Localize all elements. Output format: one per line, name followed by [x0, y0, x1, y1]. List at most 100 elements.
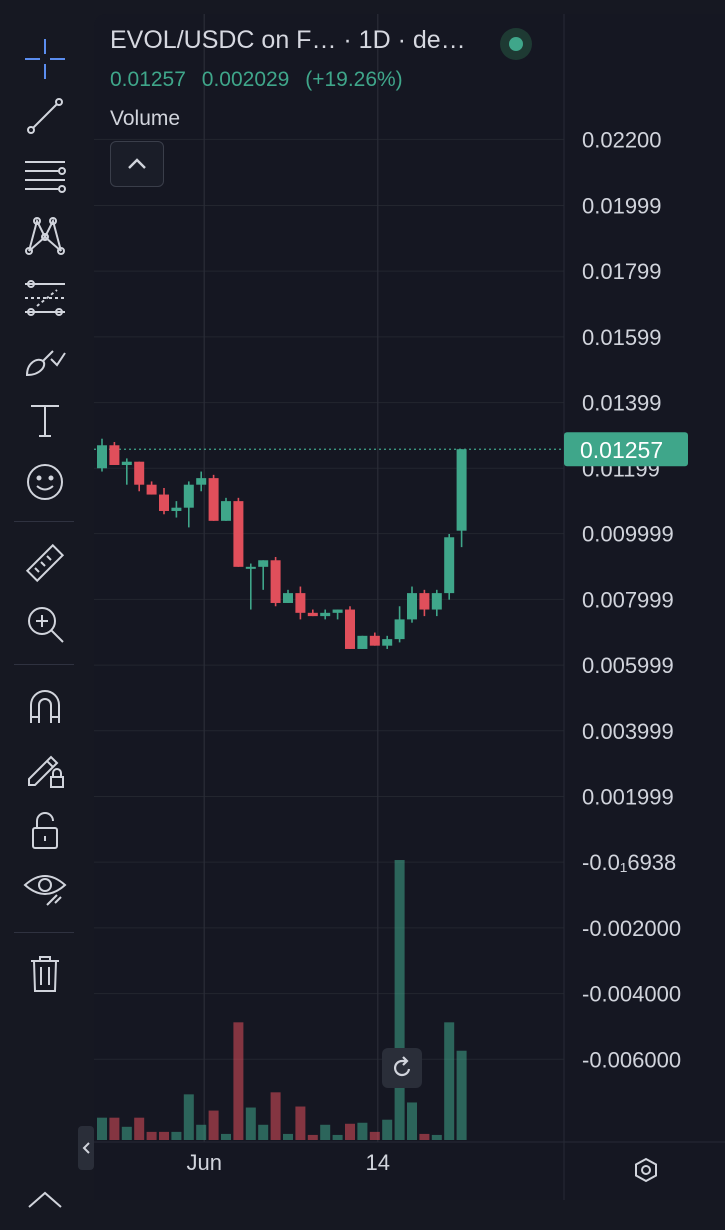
y-axis-tick-label: 0.01599	[582, 325, 662, 350]
reset-chart-button[interactable]	[382, 1048, 422, 1088]
brush-icon[interactable]	[18, 332, 72, 386]
magnet-icon[interactable]	[18, 680, 72, 734]
toolbar-separator	[14, 932, 74, 933]
y-axis-tick-label: -0.004000	[582, 982, 681, 1007]
trash-icon[interactable]	[18, 946, 72, 1000]
candle-body	[431, 593, 442, 610]
volume-bar	[134, 1117, 145, 1140]
volume-bar	[196, 1124, 207, 1140]
last-price-badge	[564, 432, 688, 467]
volume-bar	[208, 1110, 219, 1140]
volume-bar	[444, 1022, 455, 1140]
chart-settings-button[interactable]	[630, 1154, 662, 1186]
volume-bar	[245, 1107, 256, 1140]
crosshair-icon[interactable]	[18, 32, 72, 86]
lock-drawing-icon[interactable]	[18, 740, 72, 794]
emoji-icon[interactable]	[18, 455, 72, 509]
fib-retracement-icon[interactable]	[18, 149, 72, 203]
volume-bar	[221, 1133, 231, 1140]
candle-body	[307, 612, 318, 617]
price-change-percent: (+19.26%)	[305, 68, 403, 91]
candle-body	[208, 478, 219, 521]
candle-body	[159, 494, 169, 511]
candle-body	[295, 593, 306, 613]
volume-bar	[146, 1131, 157, 1140]
candle-body	[233, 501, 244, 567]
pattern-icon[interactable]	[18, 208, 72, 262]
y-axis-tick-label: 0.02200	[582, 127, 662, 152]
y-axis-tick-label: 0.01999	[582, 193, 662, 218]
symbol-title[interactable]: EVOL/USDC on F… · 1D · de…	[110, 26, 466, 54]
candle-body	[196, 478, 207, 485]
prediction-icon[interactable]	[18, 271, 72, 325]
candle-body	[407, 593, 417, 620]
price-chart[interactable]: 0.022000.019990.017990.015990.013990.011…	[94, 14, 725, 1200]
volume-bar	[382, 1119, 393, 1140]
text-icon[interactable]	[18, 393, 72, 447]
legend-collapse-button[interactable]	[110, 141, 164, 187]
y-axis-tick-label: -0.0₁6938	[582, 850, 676, 875]
candle-body	[283, 593, 293, 603]
candle-body	[382, 639, 393, 646]
candle-body	[332, 609, 343, 613]
y-axis-tick-label: 0.003999	[582, 719, 674, 744]
volume-bar	[171, 1131, 182, 1140]
volume-bar	[407, 1102, 417, 1140]
volume-bar	[183, 1094, 194, 1140]
price-change: 0.002029	[201, 68, 290, 91]
x-axis-tick-label: 14	[366, 1150, 390, 1175]
candle-body	[270, 560, 281, 603]
settings-hexagon-icon	[635, 1157, 657, 1183]
chart-panel[interactable]: 0.02200 0.01999 0.01799 0.01599 0.01399 0.011…	[94, 14, 725, 1200]
volume-bar	[320, 1124, 331, 1140]
drawing-toolbar	[0, 0, 90, 1208]
volume-bar	[431, 1134, 442, 1140]
volume-bar	[332, 1134, 343, 1140]
unlock-icon[interactable]	[18, 803, 72, 857]
zoom-in-icon[interactable]	[18, 597, 72, 651]
candle-body	[171, 507, 182, 511]
volume-bar	[159, 1131, 169, 1140]
y-axis-tick-label: -0.002000	[582, 916, 681, 941]
volume-bar	[121, 1126, 132, 1140]
volume-bar	[345, 1123, 355, 1140]
candle-body	[345, 609, 355, 649]
volume-bar	[307, 1134, 318, 1140]
candle-body	[221, 501, 231, 521]
candle-body	[109, 445, 120, 465]
candle-body	[419, 593, 430, 610]
candle-body	[121, 461, 132, 465]
chevron-left-icon	[82, 1142, 90, 1154]
x-axis-tick-label: Jun	[186, 1150, 221, 1175]
volume-bar	[258, 1124, 269, 1140]
trend-line-icon[interactable]	[18, 89, 72, 143]
ruler-icon[interactable]	[18, 537, 72, 591]
candle-body	[146, 484, 157, 495]
toolbar-collapse-button[interactable]	[78, 1126, 94, 1170]
y-axis-tick-label: 0.001999	[582, 785, 674, 810]
y-axis-tick-label: 0.01799	[582, 259, 662, 284]
y-axis-tick-label: -0.006000	[582, 1047, 681, 1072]
chevron-up-icon[interactable]	[18, 1176, 72, 1230]
market-status-indicator[interactable]	[500, 28, 532, 60]
volume-bar	[270, 1092, 281, 1140]
candle-body	[444, 537, 455, 594]
toolbar-separator	[14, 664, 74, 665]
volume-bar	[456, 1050, 467, 1140]
volume-indicator-label[interactable]: Volume	[110, 107, 181, 130]
candle-body	[456, 449, 467, 531]
price-legend: 0.01257 0.002029 (+19.26%)	[110, 68, 413, 92]
volume-bar	[97, 1117, 107, 1140]
candle-body	[369, 635, 380, 646]
volume-bar	[394, 860, 405, 1140]
candle-body	[245, 566, 256, 569]
status-dot-icon	[509, 37, 523, 51]
volume-bar	[283, 1133, 293, 1140]
candle-body	[394, 619, 405, 640]
chevron-up-icon	[128, 158, 146, 169]
volume-bar	[109, 1117, 120, 1140]
refresh-icon	[393, 1056, 411, 1077]
last-price-badge-label: 0.01257	[580, 437, 663, 463]
candle-body	[97, 445, 107, 469]
eye-icon[interactable]	[18, 860, 72, 914]
